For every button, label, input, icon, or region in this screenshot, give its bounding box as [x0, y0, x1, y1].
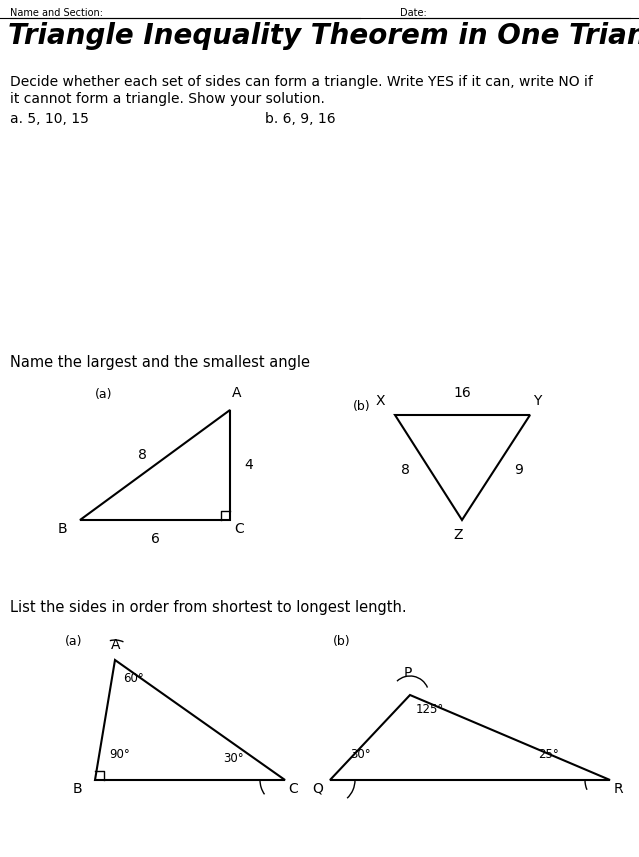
- Text: Z: Z: [453, 528, 463, 542]
- Text: Decide whether each set of sides can form a triangle. Write YES if it can, write: Decide whether each set of sides can for…: [10, 75, 593, 89]
- Text: 90°: 90°: [109, 748, 130, 761]
- Text: B: B: [58, 522, 68, 536]
- Text: Name and Section:: Name and Section:: [10, 8, 103, 18]
- Text: 9: 9: [514, 463, 523, 477]
- Text: R: R: [614, 782, 624, 796]
- Text: (b): (b): [353, 400, 371, 413]
- Text: X: X: [376, 394, 385, 408]
- Text: 8: 8: [401, 463, 410, 477]
- Text: it cannot form a triangle. Show your solution.: it cannot form a triangle. Show your sol…: [10, 92, 325, 106]
- Text: Triangle Inequality Theorem in One Triangle: Triangle Inequality Theorem in One Trian…: [8, 22, 639, 50]
- Text: 4: 4: [244, 458, 253, 472]
- Text: a. 5, 10, 15: a. 5, 10, 15: [10, 112, 89, 126]
- Text: C: C: [288, 782, 298, 796]
- Text: 30°: 30°: [350, 748, 371, 761]
- Text: A: A: [111, 638, 121, 652]
- Text: 25°: 25°: [538, 748, 558, 761]
- Text: Q: Q: [312, 782, 323, 796]
- Text: (a): (a): [65, 635, 82, 648]
- Text: 6: 6: [151, 532, 160, 546]
- Text: (b): (b): [333, 635, 351, 648]
- Text: 60°: 60°: [123, 672, 144, 685]
- Text: b. 6, 9, 16: b. 6, 9, 16: [265, 112, 335, 126]
- Text: Name the largest and the smallest angle: Name the largest and the smallest angle: [10, 355, 310, 370]
- Text: 125°: 125°: [416, 703, 444, 716]
- Text: A: A: [232, 386, 242, 400]
- Text: 30°: 30°: [223, 752, 243, 765]
- Text: B: B: [73, 782, 82, 796]
- Text: P: P: [404, 666, 412, 680]
- Text: C: C: [234, 522, 243, 536]
- Text: 16: 16: [453, 386, 471, 400]
- Text: Date:: Date:: [400, 8, 427, 18]
- Text: (a): (a): [95, 388, 112, 401]
- Text: Y: Y: [533, 394, 541, 408]
- Text: 8: 8: [137, 448, 146, 462]
- Text: List the sides in order from shortest to longest length.: List the sides in order from shortest to…: [10, 600, 406, 615]
